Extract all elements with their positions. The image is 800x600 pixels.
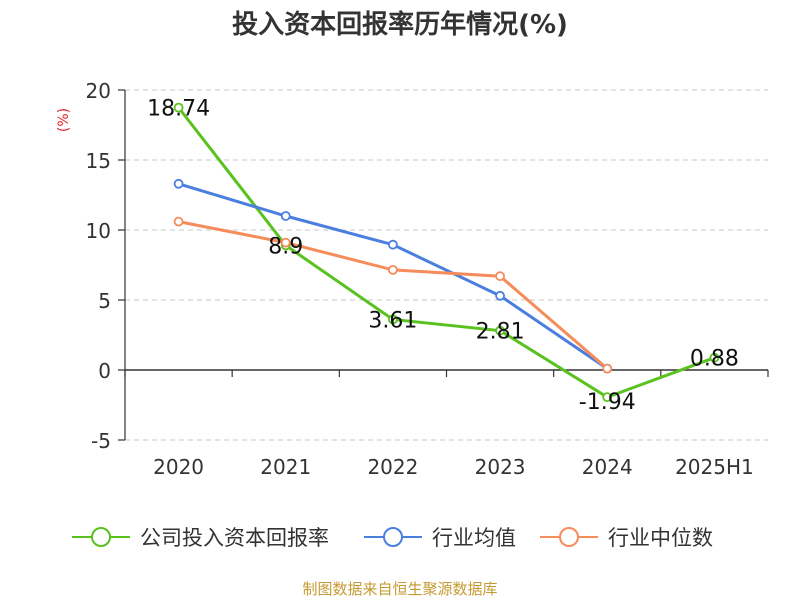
chart-title: 投入资本回报率历年情况(%) <box>232 10 568 40</box>
legend-label: 行业均值 <box>432 526 516 550</box>
data-point <box>709 352 720 363</box>
data-point <box>495 325 505 336</box>
data-point <box>173 102 184 113</box>
legend-swatch-marker <box>91 527 111 547</box>
y-tick-label: 10 <box>86 219 111 243</box>
data-point <box>280 237 291 248</box>
data-point <box>173 216 184 227</box>
x-tick-label: 2024 <box>582 455 633 479</box>
legend-label: 行业中位数 <box>608 526 713 550</box>
data-point <box>173 178 184 189</box>
series-lines <box>177 106 715 399</box>
legend-swatch-marker <box>559 527 579 547</box>
x-tick-label: 2022 <box>367 455 418 479</box>
data-point <box>602 363 613 374</box>
data-point <box>495 271 505 282</box>
data-labels: 18.74 8.9 3.61 2.81 -1.94 0.88 <box>147 97 739 416</box>
data-label: 2.81 <box>476 320 525 345</box>
y-tick-label: -5 <box>91 429 111 453</box>
y-tick-label: 20 <box>86 79 111 103</box>
data-label: 0.88 <box>690 347 739 372</box>
data-point <box>602 392 613 403</box>
data-label: 18.74 <box>147 97 210 122</box>
data-point <box>388 239 398 250</box>
data-point <box>495 290 505 301</box>
data-label: 8.9 <box>268 234 303 259</box>
x-tick-label: 2025H1 <box>675 455 754 479</box>
legend: 公司投入资本回报率 行业均值 行业中位数 <box>72 526 713 550</box>
y-tick-label: 0 <box>98 359 111 383</box>
legend-label: 公司投入资本回报率 <box>140 526 329 550</box>
grid-lines <box>125 89 768 441</box>
y-tick-label: 5 <box>98 289 111 313</box>
data-label: -1.94 <box>579 390 636 415</box>
x-tick-label: 2020 <box>153 455 204 479</box>
series-line <box>178 182 609 370</box>
series-line <box>177 106 715 399</box>
data-point <box>280 211 291 221</box>
x-tick-label: 2021 <box>260 455 311 479</box>
data-source-note: 制图数据来自恒生聚源数据库 <box>302 580 498 598</box>
x-tick-label: 2023 <box>475 455 526 479</box>
y-tick-label: 15 <box>86 149 111 173</box>
series-points <box>173 102 720 403</box>
data-point <box>388 264 398 275</box>
legend-swatch-marker <box>383 527 403 547</box>
data-point <box>388 314 398 325</box>
data-label: 3.61 <box>368 308 417 333</box>
